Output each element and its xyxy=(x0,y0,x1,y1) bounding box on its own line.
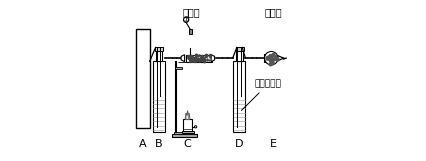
Polygon shape xyxy=(210,55,214,62)
Bar xyxy=(186,55,212,62)
Bar xyxy=(189,29,191,34)
Bar xyxy=(236,51,242,61)
Bar xyxy=(183,119,192,132)
Circle shape xyxy=(183,17,188,22)
Bar xyxy=(172,134,196,137)
Bar xyxy=(155,47,163,51)
Bar xyxy=(153,61,164,132)
Bar xyxy=(263,54,268,62)
Text: 碱石灰: 碱石灰 xyxy=(264,7,282,17)
Bar xyxy=(235,47,243,51)
Text: D: D xyxy=(235,139,243,149)
Polygon shape xyxy=(181,55,184,62)
Bar xyxy=(233,61,245,132)
Text: A: A xyxy=(138,139,146,149)
Text: E: E xyxy=(269,139,276,149)
Bar xyxy=(175,67,182,69)
Bar xyxy=(174,132,194,134)
Bar xyxy=(135,29,149,128)
Text: 澄清石灰水: 澄清石灰水 xyxy=(241,79,281,110)
Circle shape xyxy=(264,52,277,65)
Text: C: C xyxy=(183,139,190,149)
Text: 氧化铁: 氧化铁 xyxy=(182,7,199,17)
Bar xyxy=(155,51,162,61)
Bar xyxy=(181,131,193,133)
Text: ①: ① xyxy=(182,15,189,24)
Text: B: B xyxy=(155,139,162,149)
Circle shape xyxy=(194,126,196,128)
